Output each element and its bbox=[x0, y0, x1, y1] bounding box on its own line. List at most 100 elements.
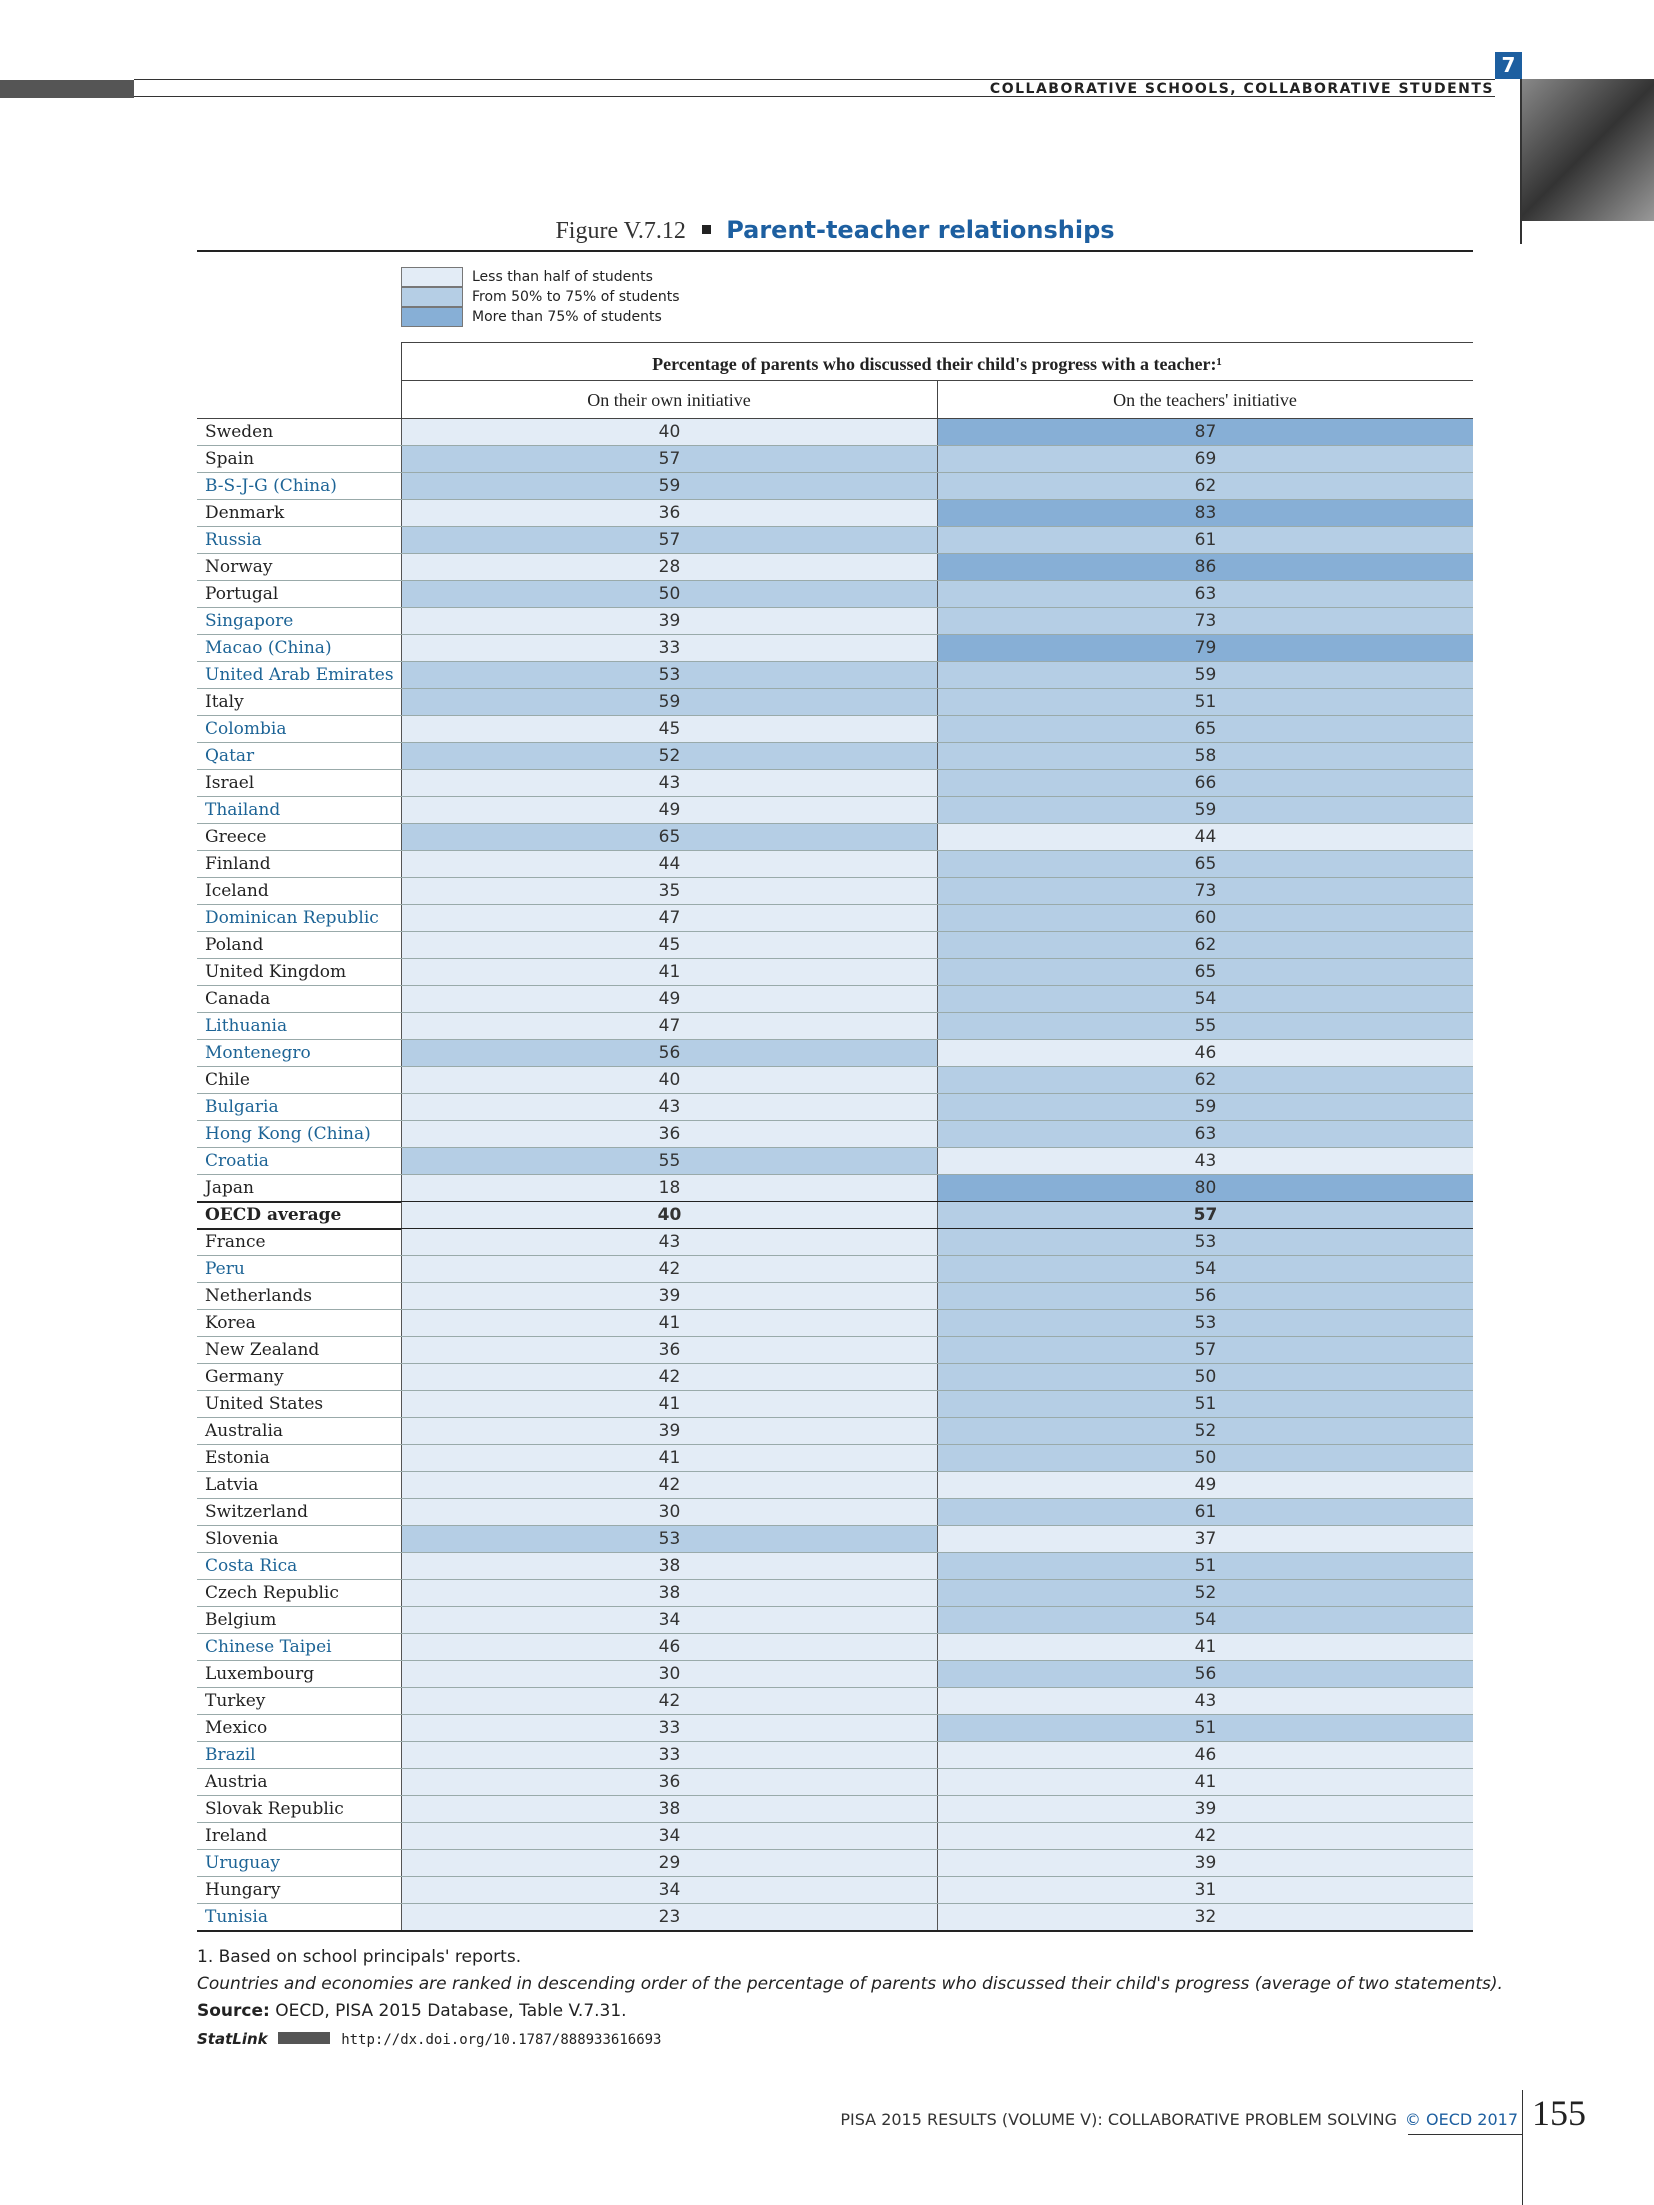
value-cell: 28 bbox=[401, 554, 937, 581]
row-rule bbox=[197, 1309, 1473, 1310]
row-rule bbox=[197, 742, 1473, 743]
value-cell: 39 bbox=[401, 1418, 937, 1445]
row-rule bbox=[197, 1606, 1473, 1607]
legend-swatch bbox=[401, 287, 463, 307]
row-rule bbox=[197, 445, 1473, 446]
row-label: Slovenia bbox=[205, 1529, 279, 1549]
legend-swatch bbox=[401, 267, 463, 287]
value-cell: 43 bbox=[937, 1148, 1473, 1175]
row-label: Switzerland bbox=[205, 1502, 309, 1522]
photo-rule bbox=[1520, 79, 1522, 244]
row-rule bbox=[197, 877, 1473, 878]
note: 1. Based on school principals' reports. bbox=[197, 1947, 522, 1967]
row-rule bbox=[197, 958, 1473, 959]
value-cell: 57 bbox=[937, 1337, 1473, 1364]
value-cell: 39 bbox=[401, 608, 937, 635]
row-label: Spain bbox=[205, 449, 255, 469]
value-cell: 54 bbox=[937, 1607, 1473, 1634]
bullet bbox=[701, 225, 711, 234]
value-cell: 34 bbox=[401, 1877, 937, 1904]
value-cell: 49 bbox=[401, 986, 937, 1013]
row-label: Korea bbox=[205, 1313, 256, 1333]
value-cell: 59 bbox=[937, 797, 1473, 824]
value-cell: 43 bbox=[401, 1229, 937, 1256]
value-cell: 52 bbox=[937, 1580, 1473, 1607]
legend-label: More than 75% of students bbox=[472, 309, 662, 325]
value-cell: 65 bbox=[401, 824, 937, 851]
value-cell: 33 bbox=[401, 1715, 937, 1742]
row-label: France bbox=[205, 1232, 266, 1252]
value-cell: 39 bbox=[401, 1283, 937, 1310]
row-rule bbox=[197, 1822, 1473, 1823]
row-label: Denmark bbox=[205, 503, 285, 523]
row-rule bbox=[197, 985, 1473, 986]
row-rule bbox=[197, 1876, 1473, 1877]
row-label: Turkey bbox=[205, 1691, 266, 1711]
row-label: Germany bbox=[205, 1367, 284, 1387]
value-cell: 51 bbox=[937, 689, 1473, 716]
value-cell: 65 bbox=[937, 959, 1473, 986]
table-top-rule bbox=[197, 418, 1473, 419]
legend-label: Less than half of students bbox=[472, 269, 653, 285]
row-label: Singapore bbox=[205, 611, 294, 631]
row-label: Peru bbox=[205, 1259, 245, 1279]
row-label: Uruguay bbox=[205, 1853, 280, 1873]
row-rule bbox=[197, 1633, 1473, 1634]
statlink-url[interactable]: http://dx.doi.org/10.1787/888933616693 bbox=[341, 2032, 662, 2048]
row-rule bbox=[197, 1579, 1473, 1580]
value-cell: 53 bbox=[401, 662, 937, 689]
row-rule bbox=[197, 1714, 1473, 1715]
row-label: Brazil bbox=[205, 1745, 256, 1765]
value-cell: 61 bbox=[937, 527, 1473, 554]
header-top-rule bbox=[401, 342, 1473, 343]
row-label: Austria bbox=[205, 1772, 268, 1792]
row-label: Luxembourg bbox=[205, 1664, 315, 1684]
row-label: United Arab Emirates bbox=[205, 665, 394, 685]
header-photo bbox=[1522, 79, 1654, 221]
row-rule bbox=[197, 1444, 1473, 1445]
row-label: Netherlands bbox=[205, 1286, 313, 1306]
row-rule bbox=[197, 1066, 1473, 1067]
row-rule bbox=[197, 1390, 1473, 1391]
row-rule bbox=[197, 1147, 1473, 1148]
row-rule bbox=[197, 1012, 1473, 1013]
row-label: United States bbox=[205, 1394, 324, 1414]
value-cell: 87 bbox=[937, 419, 1473, 446]
row-rule bbox=[197, 1282, 1473, 1283]
value-cell: 44 bbox=[937, 824, 1473, 851]
row-rule bbox=[197, 1471, 1473, 1472]
row-label: Qatar bbox=[205, 746, 255, 766]
value-cell: 55 bbox=[937, 1013, 1473, 1040]
value-cell: 40 bbox=[401, 419, 937, 446]
value-cell: 57 bbox=[937, 1202, 1473, 1229]
title-rule bbox=[197, 250, 1473, 252]
figure-title: Figure V.7.12 Parent-teacher relationshi… bbox=[197, 216, 1473, 245]
value-cell: 41 bbox=[401, 1310, 937, 1337]
row-rule bbox=[197, 769, 1473, 770]
page-number: 155 bbox=[1532, 2093, 1586, 2133]
row-rule bbox=[197, 1660, 1473, 1661]
row-rule bbox=[197, 850, 1473, 851]
statlink: StatLink http://dx.doi.org/10.1787/88893… bbox=[197, 2030, 661, 2048]
row-label: Czech Republic bbox=[205, 1583, 339, 1603]
value-cell: 59 bbox=[937, 1094, 1473, 1121]
row-rule bbox=[197, 688, 1473, 689]
row-label: Finland bbox=[205, 854, 271, 874]
note: Countries and economies are ranked in de… bbox=[197, 1974, 1503, 1994]
row-rule bbox=[197, 1174, 1473, 1175]
value-cell: 23 bbox=[401, 1904, 937, 1931]
source-text: OECD, PISA 2015 Database, Table V.7.31. bbox=[275, 2001, 627, 2021]
row-label: Canada bbox=[205, 989, 271, 1009]
row-rule bbox=[197, 499, 1473, 500]
value-cell: 58 bbox=[937, 743, 1473, 770]
row-label: Chinese Taipei bbox=[205, 1637, 332, 1657]
value-cell: 46 bbox=[937, 1742, 1473, 1769]
row-label: Israel bbox=[205, 773, 255, 793]
row-label: Tunisia bbox=[205, 1907, 268, 1927]
row-label: Colombia bbox=[205, 719, 287, 739]
value-cell: 47 bbox=[401, 1013, 937, 1040]
value-cell: 35 bbox=[401, 878, 937, 905]
value-cell: 31 bbox=[937, 1877, 1473, 1904]
value-cell: 80 bbox=[937, 1175, 1473, 1202]
value-cell: 37 bbox=[937, 1526, 1473, 1553]
